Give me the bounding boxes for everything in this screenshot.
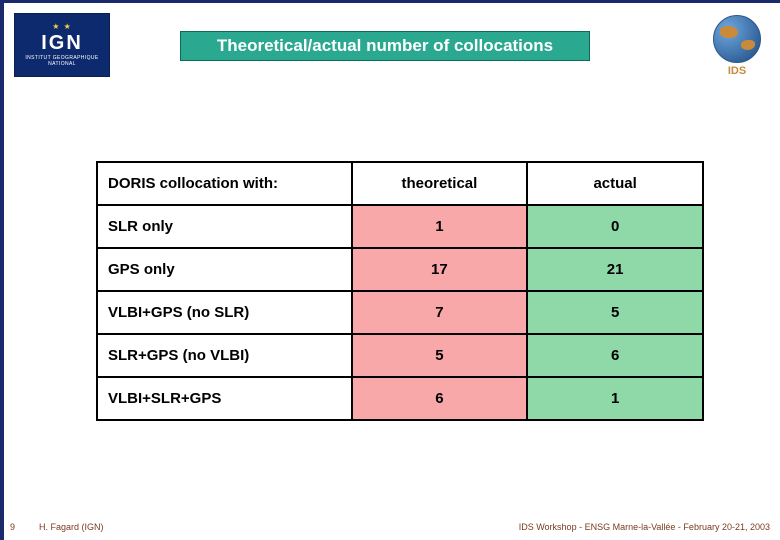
footer-left: 9 H. Fagard (IGN) — [10, 522, 104, 532]
globe-icon — [713, 15, 761, 63]
row-theoretical: 5 — [352, 334, 528, 377]
ign-logo-stars: ★ ★ — [52, 23, 72, 31]
left-stripe — [0, 3, 4, 540]
ids-logo: IDS — [706, 15, 768, 77]
ign-logo-subtitle: INSTITUT GEOGRAPHIQUE NATIONAL — [15, 55, 109, 67]
table-row: VLBI+SLR+GPS61 — [97, 377, 703, 420]
col-header-label: DORIS collocation with: — [97, 162, 352, 205]
row-label: GPS only — [97, 248, 352, 291]
table-header-row: DORIS collocation with: theoretical actu… — [97, 162, 703, 205]
row-label: VLBI+GPS (no SLR) — [97, 291, 352, 334]
table-row: SLR only10 — [97, 205, 703, 248]
ids-logo-label: IDS — [706, 65, 768, 77]
row-label: VLBI+SLR+GPS — [97, 377, 352, 420]
ign-logo-text: IGN — [41, 33, 83, 53]
row-actual: 1 — [527, 377, 703, 420]
row-actual: 5 — [527, 291, 703, 334]
slide-title: Theoretical/actual number of collocation… — [217, 36, 553, 56]
slide: ★ ★ IGN INSTITUT GEOGRAPHIQUE NATIONAL I… — [0, 0, 780, 540]
row-label: SLR+GPS (no VLBI) — [97, 334, 352, 377]
row-actual: 21 — [527, 248, 703, 291]
col-header-actual: actual — [527, 162, 703, 205]
row-actual: 0 — [527, 205, 703, 248]
footer-author: H. Fagard (IGN) — [39, 522, 104, 532]
table-row: VLBI+GPS (no SLR)75 — [97, 291, 703, 334]
page-number: 9 — [10, 522, 15, 532]
collocation-table: DORIS collocation with: theoretical actu… — [96, 161, 704, 421]
ign-logo: ★ ★ IGN INSTITUT GEOGRAPHIQUE NATIONAL — [14, 13, 110, 77]
row-label: SLR only — [97, 205, 352, 248]
table-row: SLR+GPS (no VLBI)56 — [97, 334, 703, 377]
row-theoretical: 7 — [352, 291, 528, 334]
slide-title-band: Theoretical/actual number of collocation… — [180, 31, 590, 61]
slide-footer: 9 H. Fagard (IGN) IDS Workshop - ENSG Ma… — [10, 522, 770, 532]
row-actual: 6 — [527, 334, 703, 377]
footer-event: IDS Workshop - ENSG Marne-la-Vallée - Fe… — [519, 522, 770, 532]
col-header-theoretical: theoretical — [352, 162, 528, 205]
table-row: GPS only1721 — [97, 248, 703, 291]
collocation-table-wrap: DORIS collocation with: theoretical actu… — [96, 161, 704, 421]
row-theoretical: 1 — [352, 205, 528, 248]
row-theoretical: 17 — [352, 248, 528, 291]
row-theoretical: 6 — [352, 377, 528, 420]
